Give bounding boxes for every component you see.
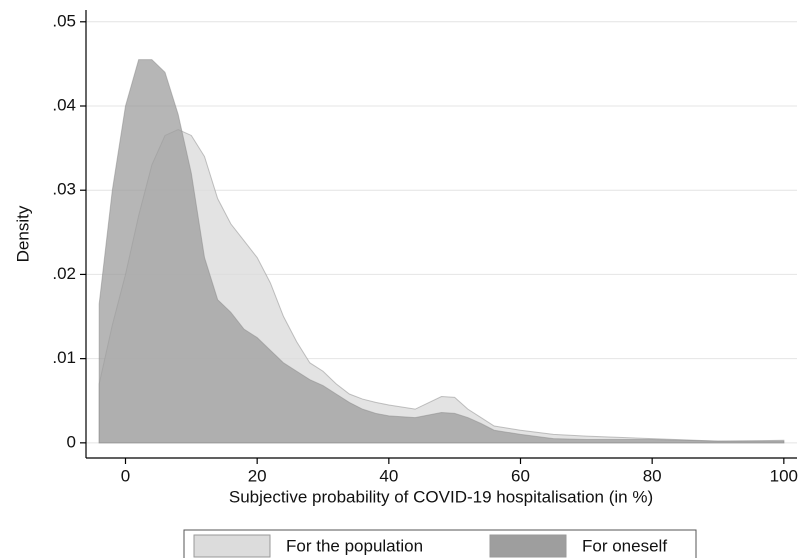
- density-area: [98, 59, 785, 444]
- y-axis-label: Density: [13, 205, 32, 262]
- y-tick-label: .01: [52, 348, 76, 367]
- y-tick-label: .03: [52, 180, 76, 199]
- x-tick-label: 20: [248, 466, 267, 485]
- x-axis-label: Subjective probability of COVID-19 hospi…: [229, 487, 653, 506]
- x-tick-label: 80: [643, 466, 662, 485]
- y-tick-label: .04: [52, 95, 76, 114]
- y-tick-label: .02: [52, 264, 76, 283]
- x-tick-label: 60: [511, 466, 530, 485]
- legend-label: For the population: [286, 536, 423, 555]
- legend-label: For oneself: [582, 536, 667, 555]
- x-tick-label: 100: [770, 466, 798, 485]
- y-tick-label: .05: [52, 11, 76, 30]
- y-tick-label: 0: [67, 432, 76, 451]
- x-tick-label: 0: [121, 466, 130, 485]
- legend-swatch: [193, 534, 271, 558]
- x-tick-label: 40: [379, 466, 398, 485]
- legend-swatch: [489, 534, 567, 558]
